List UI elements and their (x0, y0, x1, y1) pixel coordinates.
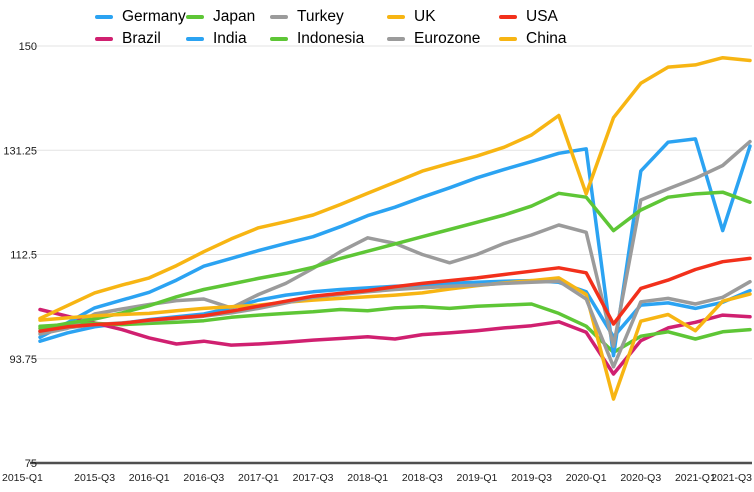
legend-label: USA (526, 8, 558, 25)
y-axis-tick-label: 112.5 (10, 250, 37, 262)
eurozone-legend-dash-icon (387, 37, 405, 41)
x-axis-tick-label: 2017-Q1 (238, 472, 279, 484)
x-axis-tick-label: 2020-Q3 (620, 472, 661, 484)
legend-label: Japan (213, 8, 256, 25)
germany-legend-dash-icon (95, 15, 113, 19)
x-axis-tick-label: 2018-Q1 (347, 472, 388, 484)
x-axis-tick-label: 2020-Q1 (566, 472, 607, 484)
legend-item-usa[interactable]: USA (499, 6, 558, 28)
x-axis-tick-label: 2019-Q1 (456, 472, 497, 484)
china-legend-dash-icon (499, 37, 517, 41)
y-axis-tick-label: 131.25 (3, 145, 37, 157)
x-axis-tick-label: 2015-Q1 (2, 472, 43, 484)
legend-item-brazil[interactable]: Brazil (95, 28, 161, 50)
x-axis-tick-label: 2019-Q3 (511, 472, 552, 484)
legend-label: Turkey (297, 8, 344, 25)
legend-item-uk[interactable]: UK (387, 6, 436, 28)
indonesia-legend-dash-icon (270, 37, 288, 41)
legend-item-indonesia[interactable]: Indonesia (270, 28, 364, 50)
legend-item-germany[interactable]: Germany (95, 6, 186, 28)
chart-legend: Germany Japan Turkey UK USA Brazil India (0, 0, 754, 54)
series-line-usa (38, 256, 752, 333)
india-legend-dash-icon (186, 37, 204, 41)
legend-item-eurozone[interactable]: Eurozone (387, 28, 480, 50)
legend-label: Indonesia (297, 30, 365, 47)
y-axis-tick-label: 75 (25, 458, 37, 470)
series-line-japan (38, 302, 752, 355)
brazil-legend-dash-icon (95, 37, 113, 41)
x-axis-tick-label: 2016-Q3 (183, 472, 224, 484)
x-axis-tick-label: 2021-Q1 (675, 472, 716, 484)
series-line-uk (38, 276, 752, 401)
x-axis-tick-label: 2017-Q3 (293, 472, 334, 484)
y-axis-tick-label: 93.75 (9, 354, 37, 366)
series-line-china (38, 55, 752, 321)
japan-legend-dash-icon (186, 15, 204, 19)
legend-label: India (213, 30, 247, 47)
usa-legend-dash-icon (499, 15, 517, 19)
series-line-india (38, 137, 752, 358)
x-axis-tick-label: 2018-Q3 (402, 472, 443, 484)
legend-label: Eurozone (414, 30, 481, 47)
legend-item-turkey[interactable]: Turkey (270, 6, 344, 28)
legend-label: Brazil (122, 30, 161, 47)
turkey-legend-dash-icon (270, 15, 288, 19)
legend-label: China (526, 30, 567, 47)
series-line-indonesia (38, 190, 752, 331)
legend-label: UK (414, 8, 436, 25)
x-axis-tick-label: 2021-Q3 (711, 472, 752, 484)
legend-label: Germany (122, 8, 186, 25)
uk-legend-dash-icon (387, 15, 405, 19)
x-axis-tick-label: 2015-Q3 (74, 472, 115, 484)
legend-item-india[interactable]: India (186, 28, 247, 50)
y-axis-tick-label: 150 (19, 41, 37, 53)
x-axis-tick-label: 2016-Q1 (129, 472, 170, 484)
legend-item-japan[interactable]: Japan (186, 6, 255, 28)
legend-item-china[interactable]: China (499, 28, 567, 50)
